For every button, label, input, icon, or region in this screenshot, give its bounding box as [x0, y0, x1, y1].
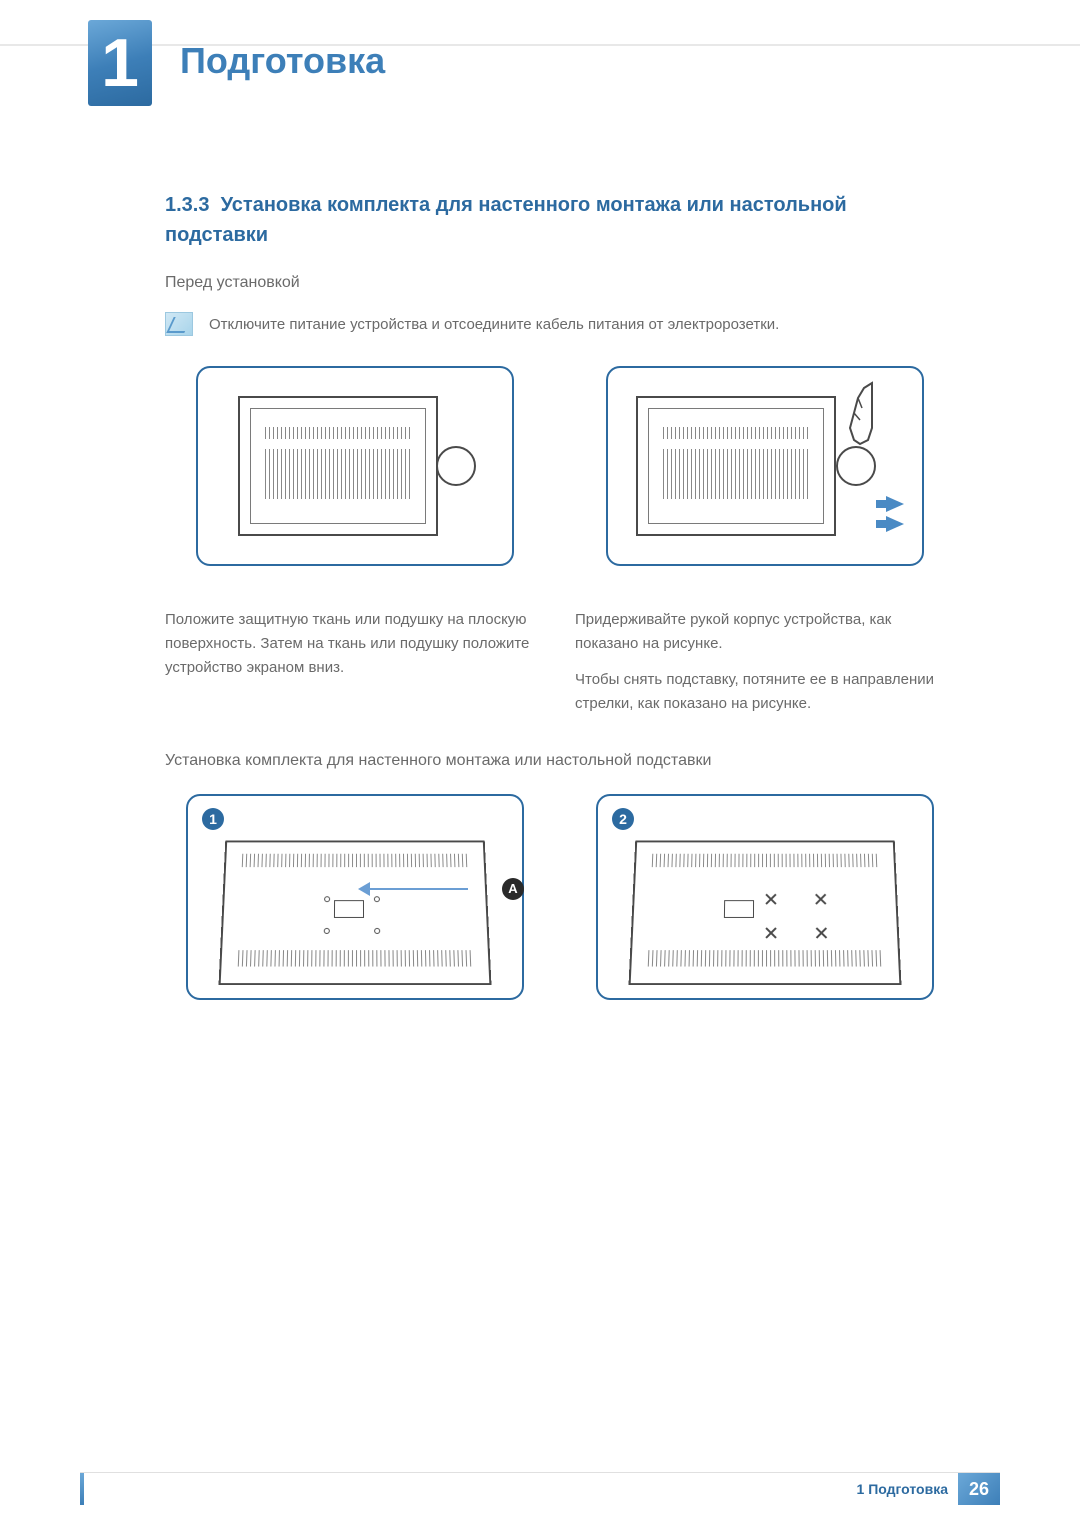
figure-step-1: 1 A: [186, 794, 524, 1000]
figure-row-2: 1 A 2: [165, 794, 955, 1000]
insert-arrow-icon: [368, 888, 468, 890]
figure-col-right: [575, 366, 955, 584]
note-row: Отключите питание устройства и отсоедини…: [165, 312, 955, 336]
footer-page-number: 26: [958, 1473, 1000, 1505]
step-badge-1: 1: [202, 808, 224, 830]
figure-col-left: [165, 366, 545, 584]
note-icon: [165, 312, 193, 336]
header-rule: [0, 44, 1080, 46]
chapter-number: 1: [101, 25, 139, 101]
pull-arrows-icon: [886, 496, 904, 534]
label-a-badge: A: [502, 878, 524, 900]
step-badge-2: 2: [612, 808, 634, 830]
row2-label: Установка комплекта для настенного монта…: [165, 752, 955, 770]
figure-1: [196, 366, 514, 566]
chapter-title: Подготовка: [180, 40, 385, 82]
pre-install-label: Перед установкой: [165, 274, 955, 292]
caption-right-2: Чтобы снять подставку, потяните ее в нап…: [575, 668, 955, 716]
note-text: Отключите питание устройства и отсоедини…: [209, 316, 779, 333]
section-title: Установка комплекта для настенного монта…: [165, 194, 847, 246]
section-heading: 1.3.3 Установка комплекта для настенного…: [165, 190, 955, 250]
footer-accent: [80, 1473, 84, 1505]
caption-left: Положите защитную ткань или подушку на п…: [165, 608, 545, 680]
caption-right-1: Придерживайте рукой корпус устройства, к…: [575, 608, 955, 656]
figure-col-step1: 1 A: [165, 794, 545, 1000]
content-area: 1.3.3 Установка комплекта для настенного…: [165, 190, 955, 1024]
figure-2: [606, 366, 924, 566]
chapter-badge: 1: [88, 20, 152, 106]
footer-text: 1 Подготовка: [857, 1481, 958, 1497]
hand-icon: [832, 378, 882, 458]
footer: 1 Подготовка 26: [857, 1473, 1000, 1505]
section-number: 1.3.3: [165, 194, 209, 216]
figure-step-2: 2: [596, 794, 934, 1000]
figure-row-1: [165, 366, 955, 584]
figure-col-step2: 2: [575, 794, 955, 1000]
caption-row-1: Положите защитную ткань или подушку на п…: [165, 608, 955, 728]
